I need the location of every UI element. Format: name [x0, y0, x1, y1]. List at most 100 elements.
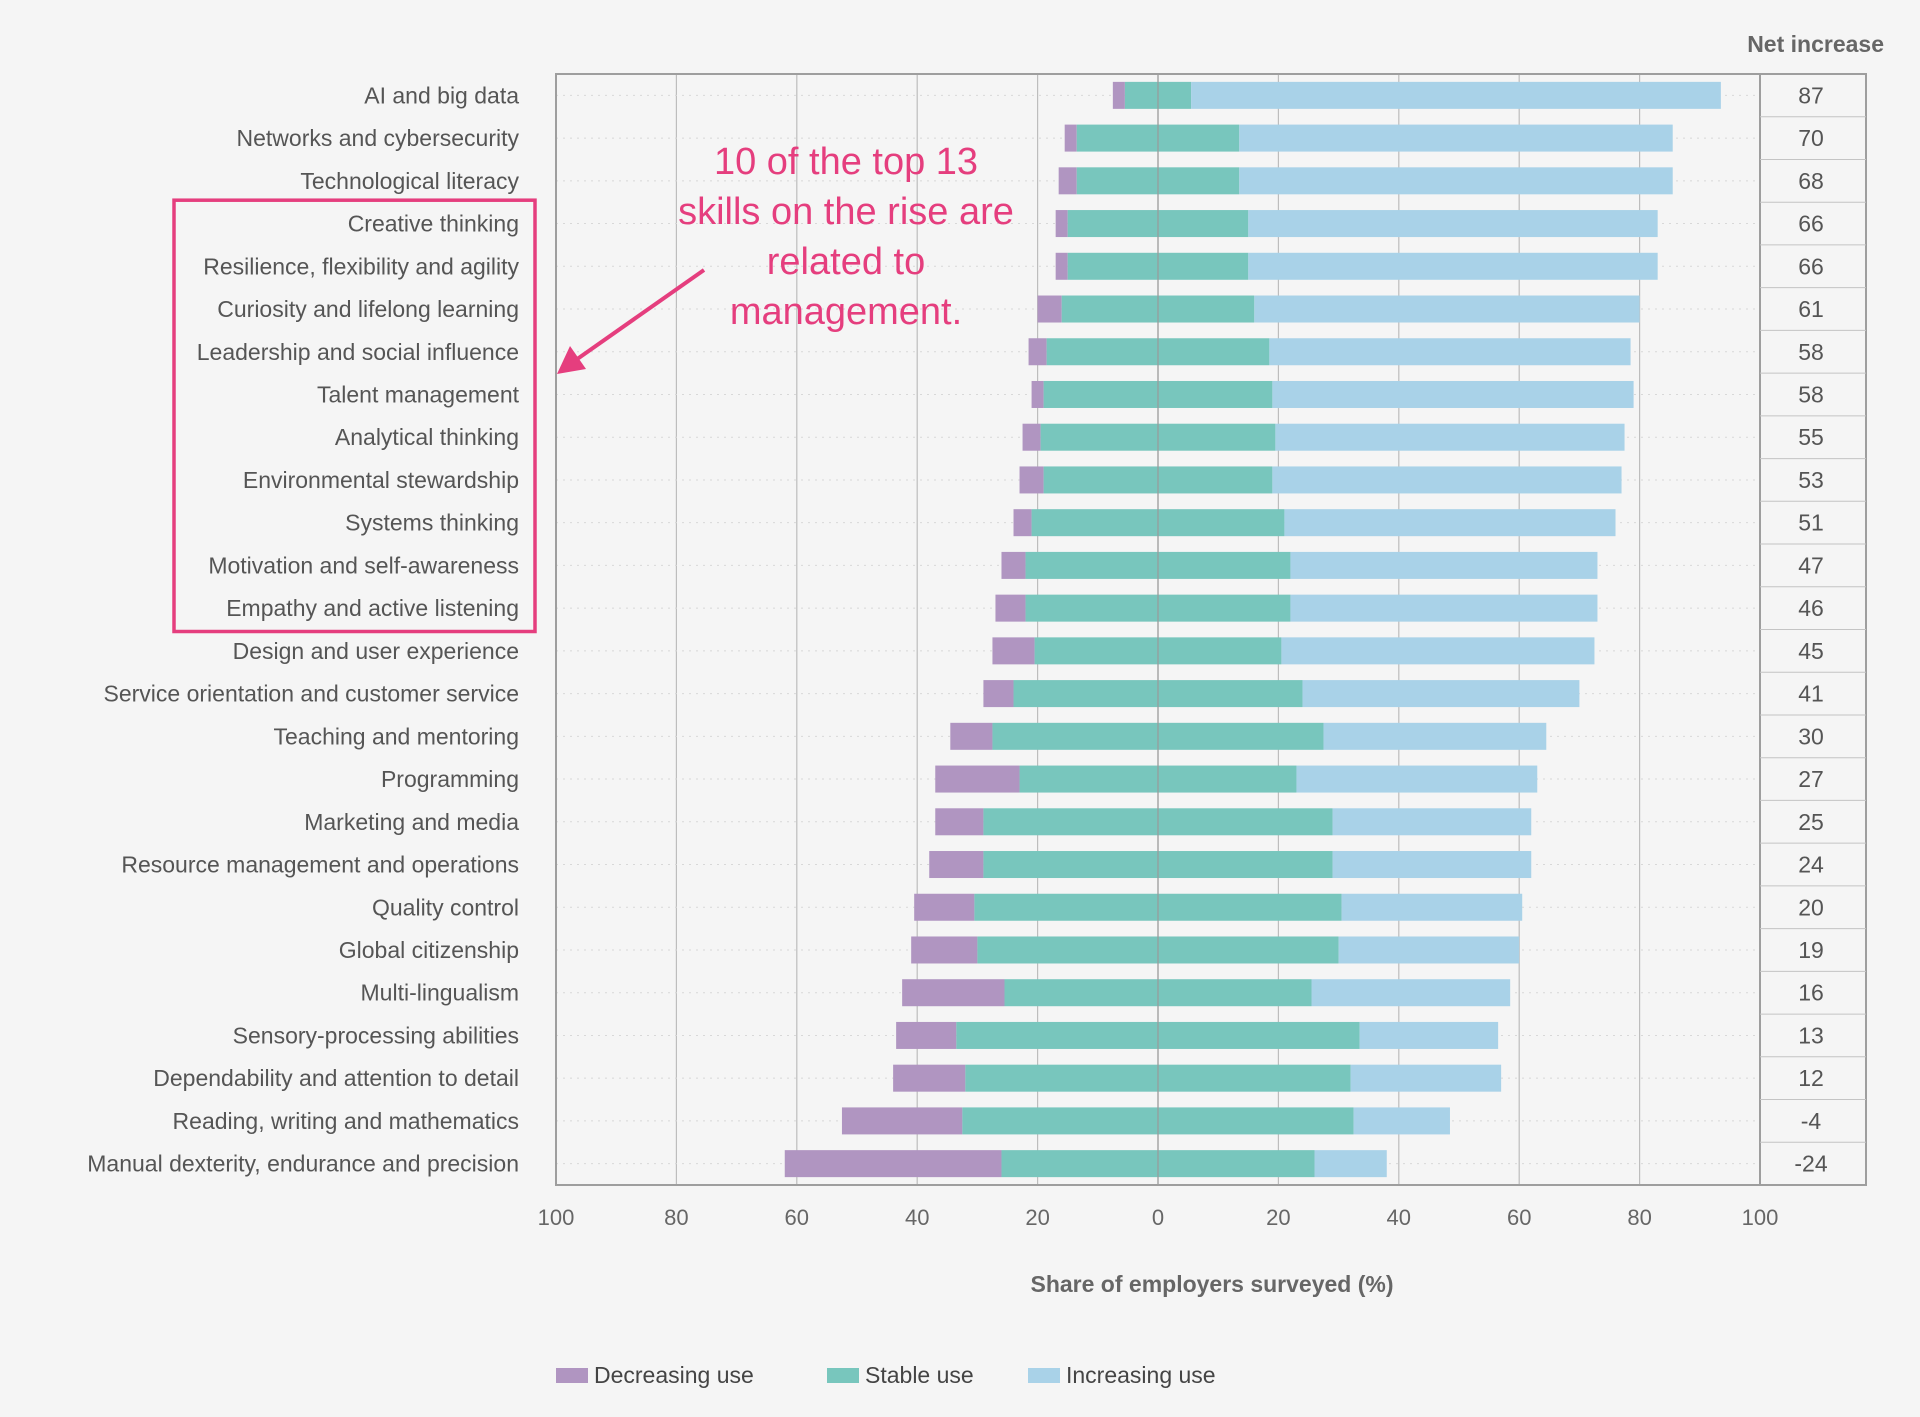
- category-label: Marketing and media: [304, 809, 519, 835]
- bar-increasing: [1290, 594, 1598, 622]
- category-label: Dependability and attention to detail: [153, 1065, 519, 1091]
- category-label: Manual dexterity, endurance and precisio…: [87, 1151, 519, 1177]
- bar-decreasing: [1022, 423, 1041, 451]
- net-increase-value: 41: [1798, 681, 1824, 707]
- bar-increasing: [1275, 423, 1625, 451]
- bar-increasing: [1332, 808, 1532, 836]
- x-tick-label: 20: [1025, 1205, 1049, 1230]
- net-increase-value: 53: [1798, 467, 1824, 493]
- net-increase-value: 68: [1798, 168, 1824, 194]
- net-increase-value: 55: [1798, 424, 1824, 450]
- x-tick-label: 60: [1507, 1205, 1531, 1230]
- net-increase-value: 30: [1798, 723, 1824, 749]
- net-increase-value: 12: [1798, 1065, 1824, 1091]
- bar-increasing: [1314, 1150, 1387, 1178]
- bar-decreasing: [1013, 509, 1032, 537]
- category-label: Service orientation and customer service: [104, 681, 519, 707]
- bar-decreasing: [935, 808, 984, 836]
- bar-decreasing: [950, 722, 993, 750]
- bar-decreasing: [902, 979, 1005, 1007]
- x-tick-label: 40: [1387, 1205, 1411, 1230]
- x-tick-label: 100: [538, 1205, 575, 1230]
- bar-increasing: [1248, 210, 1658, 238]
- category-label: Reading, writing and mathematics: [173, 1108, 519, 1134]
- category-label: AI and big data: [364, 82, 519, 108]
- bar-decreasing: [896, 1021, 957, 1049]
- net-increase-value: 20: [1798, 894, 1824, 920]
- highlight-box: [172, 198, 537, 634]
- category-label: Global citizenship: [339, 937, 519, 963]
- net-increase-value: 87: [1798, 82, 1824, 108]
- net-increase-value: 51: [1798, 510, 1824, 536]
- legend-label: Decreasing use: [594, 1362, 754, 1388]
- category-label: Quality control: [372, 894, 519, 920]
- bar-increasing: [1248, 252, 1658, 280]
- bar-increasing: [1239, 124, 1673, 152]
- net-increase-value: 16: [1798, 980, 1824, 1006]
- annotation-arrow-head: [557, 346, 586, 374]
- annotation-line: 10 of the top 13: [714, 141, 978, 183]
- category-label: Sensory-processing abilities: [233, 1022, 519, 1048]
- x-tick-label: 80: [1627, 1205, 1651, 1230]
- net-increase-column: 87 70 68 66 66 61 58 58 55 53 51 47 46 45 41 30 27 25 24 20…: [1794, 82, 1827, 1176]
- annotation-line: skills on the rise are: [678, 191, 1014, 233]
- highlight-rectangle: [172, 198, 537, 634]
- net-increase-value: 45: [1798, 638, 1824, 664]
- bar-decreasing: [1055, 252, 1068, 280]
- category-label: Design and user experience: [233, 638, 519, 664]
- category-label: Teaching and mentoring: [274, 723, 520, 749]
- bar-increasing: [1350, 1064, 1502, 1092]
- legend-swatch: [827, 1368, 859, 1383]
- legend-label: Stable use: [865, 1362, 974, 1388]
- bar-increasing: [1239, 167, 1673, 195]
- category-label: Leadership and social influence: [197, 339, 519, 365]
- bar-decreasing: [1001, 551, 1026, 579]
- bar-layer: [784, 74, 1721, 1185]
- net-increase-value: 46: [1798, 595, 1824, 621]
- bar-decreasing: [911, 936, 978, 964]
- bar-decreasing: [1031, 380, 1044, 408]
- bar-decreasing: [1028, 338, 1047, 366]
- x-axis-ticks: 100 80 60 40 20 0 20 40 60 80 100: [538, 1205, 1779, 1230]
- net-increase-value: -4: [1801, 1108, 1822, 1134]
- x-axis-title: Share of employers surveyed (%): [1030, 1271, 1393, 1297]
- bar-decreasing: [893, 1064, 966, 1092]
- bar-increasing: [1191, 81, 1721, 109]
- bar-increasing: [1269, 338, 1631, 366]
- bar-decreasing: [841, 1107, 963, 1135]
- bar-decreasing: [929, 851, 984, 879]
- category-label: Systems thinking: [345, 510, 519, 536]
- bar-increasing: [1323, 722, 1547, 750]
- legend: Decreasing use Stable use Increasing use: [556, 1362, 1216, 1388]
- bar-decreasing: [1019, 466, 1044, 494]
- net-increase-value: 61: [1798, 296, 1824, 322]
- bar-decreasing: [1064, 124, 1077, 152]
- bar-increasing: [1272, 380, 1634, 408]
- net-increase-value: -24: [1794, 1151, 1827, 1177]
- bar-decreasing: [1112, 81, 1125, 109]
- x-tick-label: 80: [664, 1205, 688, 1230]
- net-increase-value: 66: [1798, 211, 1824, 237]
- category-label: Creative thinking: [348, 211, 519, 237]
- bar-decreasing: [935, 765, 1020, 793]
- net-increase-value: 19: [1798, 937, 1824, 963]
- category-label: Programming: [381, 766, 519, 792]
- x-tick-label: 100: [1742, 1205, 1779, 1230]
- annotation-line: management.: [730, 291, 962, 333]
- legend-label: Increasing use: [1066, 1362, 1216, 1388]
- net-increase-value: 24: [1798, 852, 1824, 878]
- bar-decreasing: [914, 893, 975, 921]
- category-label: Talent management: [317, 381, 520, 407]
- bar-increasing: [1272, 466, 1622, 494]
- category-label: Curiosity and lifelong learning: [217, 296, 519, 322]
- legend-swatch: [556, 1368, 588, 1383]
- x-tick-label: 40: [905, 1205, 929, 1230]
- net-increase-value: 27: [1798, 766, 1824, 792]
- category-label: Resilience, flexibility and agility: [203, 253, 519, 279]
- bar-increasing: [1302, 680, 1580, 708]
- category-label: Empathy and active listening: [226, 595, 519, 621]
- category-label: Networks and cybersecurity: [237, 125, 520, 151]
- bar-increasing: [1284, 509, 1616, 537]
